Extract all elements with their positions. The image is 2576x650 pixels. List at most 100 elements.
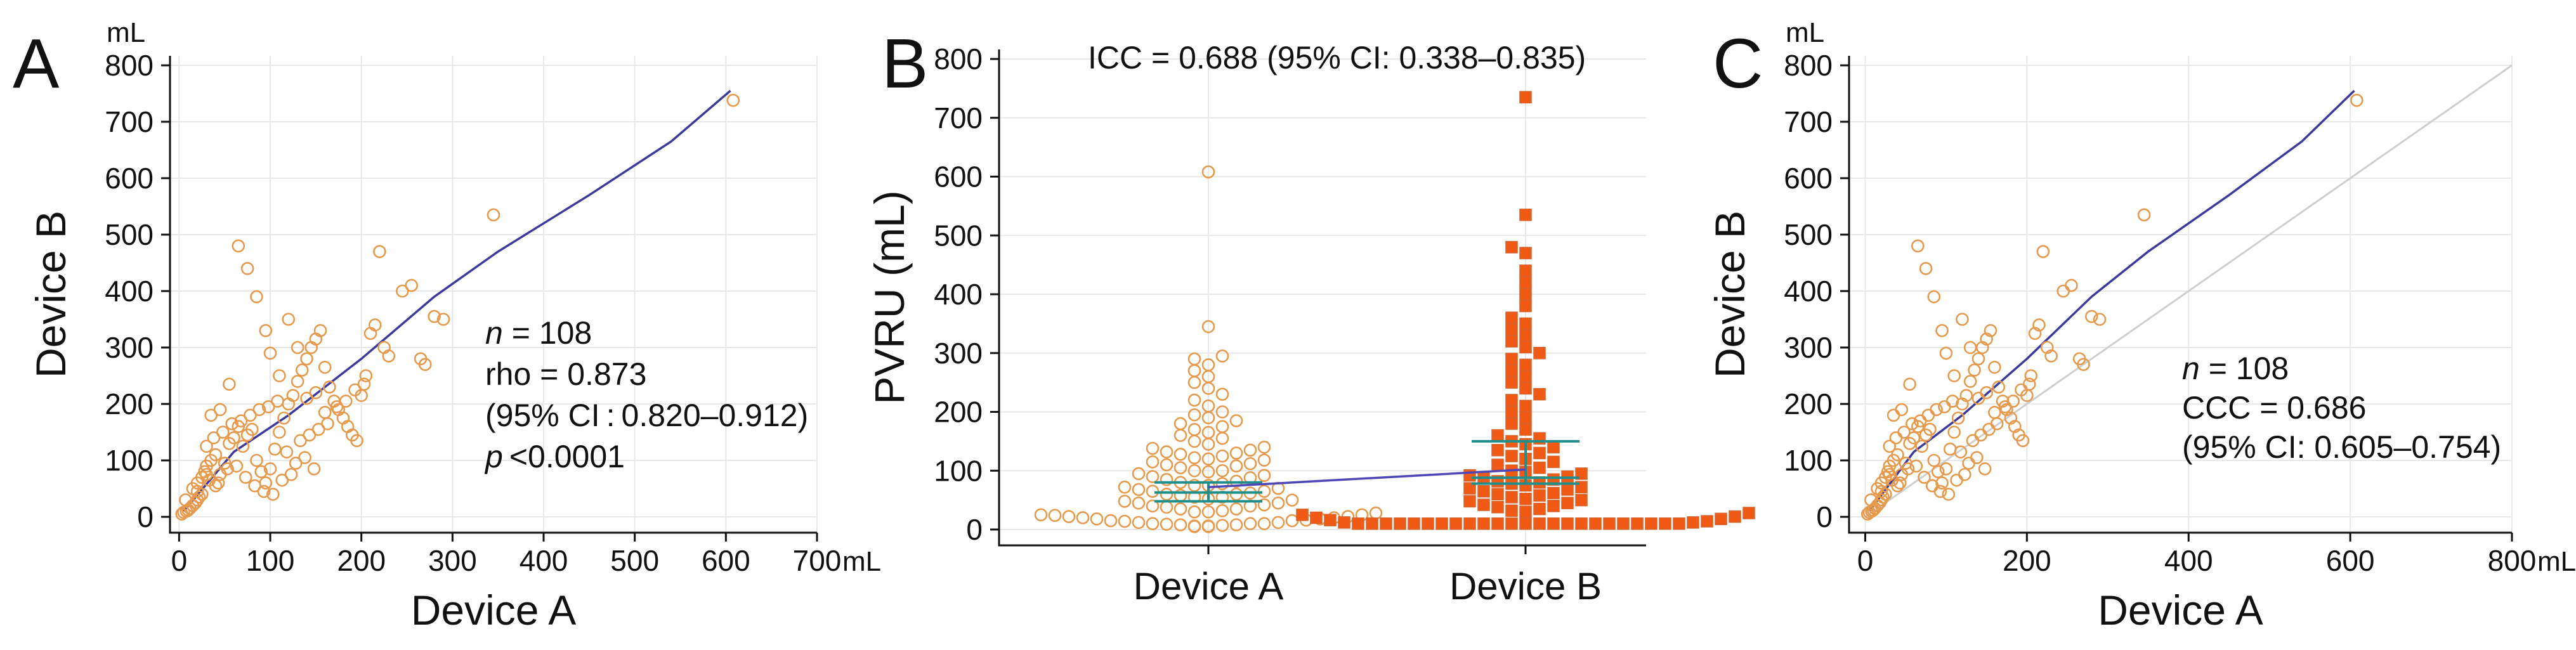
data-point	[250, 290, 263, 304]
device-b-point	[1519, 412, 1532, 424]
device-b-point	[1533, 347, 1546, 360]
device-a-point	[1174, 429, 1187, 442]
device-b-point	[1519, 423, 1532, 436]
data-point	[1906, 417, 1919, 431]
device-b-point	[1491, 458, 1504, 471]
data-point	[1984, 323, 1997, 337]
device-b-point	[1477, 484, 1490, 498]
device-a-point	[1146, 499, 1160, 513]
device-b-point	[1477, 517, 1490, 530]
data-point	[2024, 369, 2038, 382]
data-point	[2006, 394, 2020, 408]
data-point	[1903, 377, 1916, 391]
data-point	[1918, 471, 1931, 484]
rho-annotation: rho = 0.873	[485, 356, 646, 392]
x-tick-label: 100	[246, 544, 295, 577]
data-point	[396, 284, 409, 298]
device-a-point	[1229, 518, 1243, 531]
device-b-point	[1519, 91, 1532, 104]
data-point	[382, 349, 396, 363]
y-tick-label: 700	[1784, 105, 1833, 138]
device-a-point	[1104, 514, 1118, 528]
device-a-point	[1201, 505, 1215, 519]
y-axis-title: Device B	[1706, 211, 1753, 378]
device-a-point	[1201, 165, 1215, 179]
device-a-point	[1146, 517, 1160, 531]
data-point	[257, 484, 271, 498]
y-tick-label: 800	[934, 42, 983, 75]
data-point	[190, 484, 204, 498]
data-point	[1933, 484, 1947, 498]
device-b-point	[1394, 517, 1406, 530]
device-a-point	[1118, 514, 1132, 528]
data-point	[236, 439, 250, 453]
data-point	[726, 93, 740, 107]
data-point	[2016, 434, 2030, 448]
device-b-point	[1575, 493, 1588, 507]
data-point	[2022, 377, 2036, 391]
device-a-point	[1187, 464, 1201, 478]
data-point	[436, 313, 450, 326]
device-a-point	[1174, 518, 1187, 531]
device-b-point	[1659, 517, 1671, 530]
data-point	[1963, 341, 1977, 354]
device-b-point	[1742, 507, 1755, 519]
data-point	[1978, 462, 1992, 476]
data-point	[318, 360, 332, 374]
device-b-point	[1575, 517, 1588, 530]
device-a-point	[1215, 405, 1229, 419]
device-b-point	[1561, 497, 1574, 510]
y-tick-label: 700	[105, 105, 154, 138]
device-a-point	[1062, 510, 1076, 523]
device-b-point	[1491, 444, 1504, 457]
device-a-point	[1146, 441, 1160, 455]
data-point	[350, 434, 363, 448]
data-point	[309, 386, 323, 400]
device-a-point	[1187, 408, 1201, 422]
device-b-point	[1505, 394, 1518, 406]
p-symbol: p	[484, 439, 503, 474]
data-point	[1963, 375, 1977, 388]
device-b-point	[1547, 500, 1560, 512]
data-point	[213, 403, 227, 417]
device-b-point	[1505, 504, 1518, 517]
y-tick-label: 0	[966, 513, 983, 546]
data-point	[271, 394, 284, 408]
data-point	[1883, 439, 1897, 453]
device-b-point	[1505, 335, 1518, 348]
device-a-point	[1369, 506, 1383, 520]
data-point	[1889, 431, 1903, 445]
device-b-point	[1729, 510, 1741, 523]
device-b-point	[1519, 329, 1532, 342]
data-point	[1958, 467, 1971, 481]
data-point	[248, 479, 261, 493]
device-a-point	[1243, 517, 1257, 531]
device-a-point	[1146, 455, 1160, 469]
data-point	[1921, 408, 1935, 422]
device-a-point	[1174, 461, 1187, 474]
device-b-point	[1533, 387, 1546, 401]
device-b-point	[1519, 317, 1532, 330]
y-tick-label: 200	[934, 396, 983, 429]
data-point	[418, 358, 432, 372]
panel-letter-c: C	[1713, 25, 1763, 103]
device-a-point	[1048, 509, 1062, 523]
y-tick-label: 100	[1784, 444, 1833, 477]
data-point	[1956, 313, 1969, 326]
data-point	[294, 434, 307, 448]
data-point	[1943, 442, 1957, 456]
data-point	[240, 262, 254, 275]
device-b-point	[1310, 511, 1323, 524]
data-point	[225, 417, 239, 431]
data-point	[323, 380, 336, 394]
device-a-point	[1174, 447, 1187, 461]
device-b-point	[1505, 353, 1518, 365]
device-b-point	[1533, 502, 1546, 516]
device-a-point	[1285, 493, 1299, 507]
data-point	[1911, 239, 1925, 253]
icc-title: ICC = 0.688 (95% CI: 0.338–0.835)	[1088, 40, 1586, 75]
device-a-point	[1201, 519, 1215, 533]
panel-letter-a: A	[13, 25, 60, 103]
identity-line	[1864, 64, 2513, 518]
data-point	[428, 309, 441, 323]
